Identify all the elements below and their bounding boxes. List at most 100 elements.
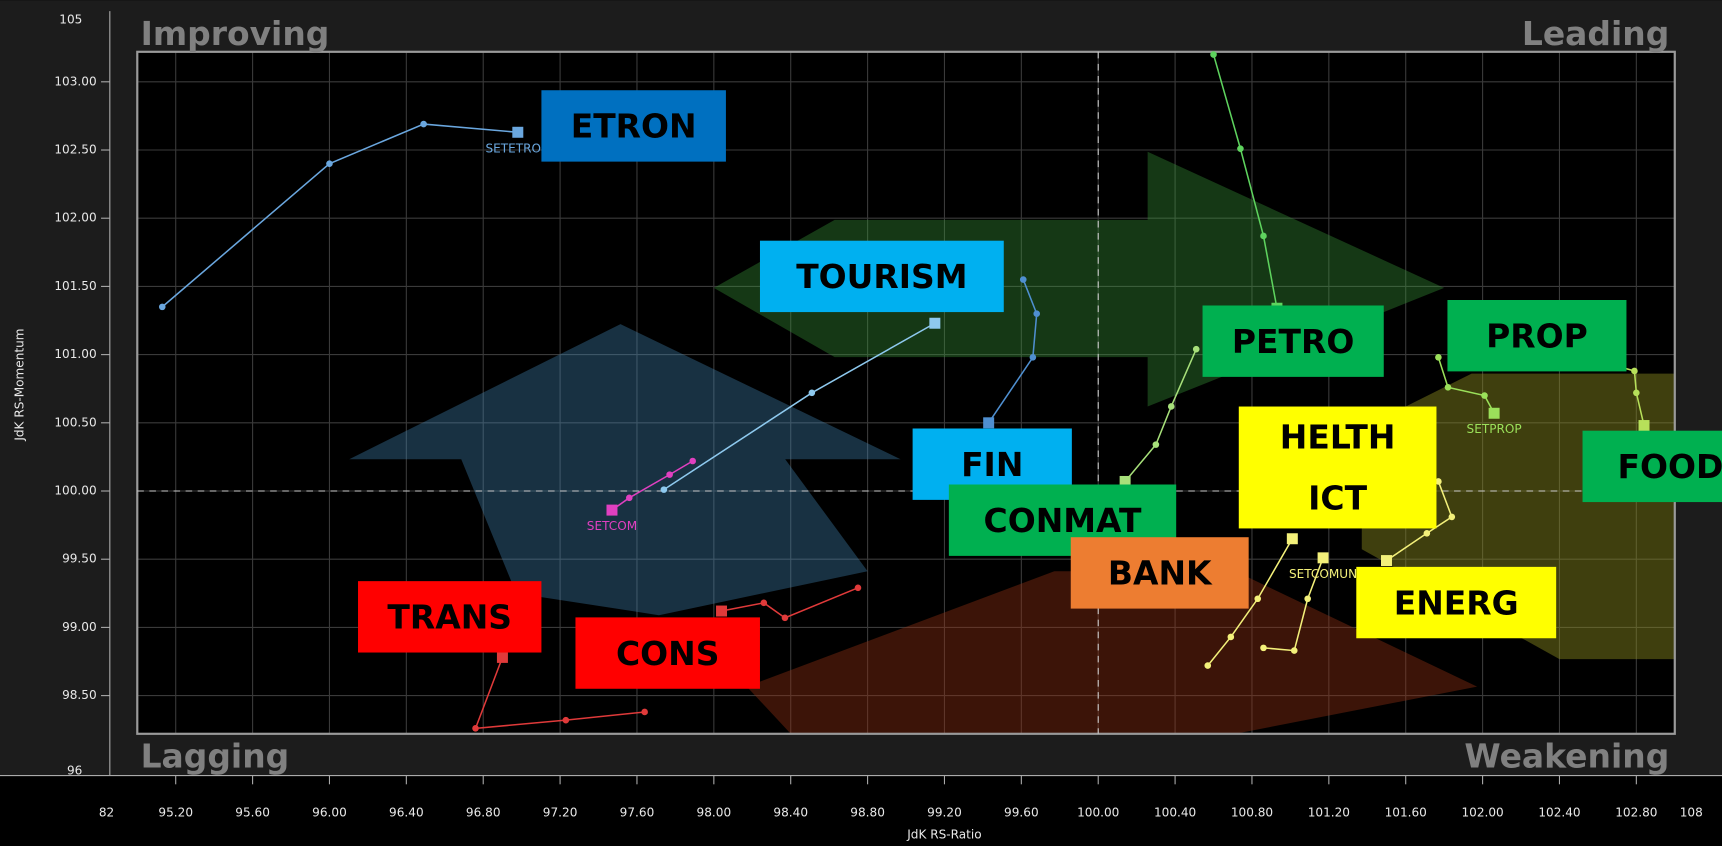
y-tick-label: 100.50	[54, 415, 96, 429]
tail-marker	[1193, 346, 1200, 353]
y-tick-label: 102.00	[54, 211, 96, 225]
x-tick-label: 100.40	[1154, 805, 1196, 819]
quadrant-label: Weakening	[1464, 736, 1669, 775]
y-tick-label: 100.00	[54, 484, 96, 498]
y-axis-title: JdK RS-Momentum	[12, 328, 26, 441]
quadrant-label: Leading	[1522, 14, 1669, 53]
x-tick-label: 102.00	[1461, 805, 1503, 819]
head-marker	[929, 318, 940, 329]
x-tick-label: 95.20	[158, 805, 193, 819]
series-label: SETCOM	[587, 519, 637, 533]
x-tick-label: 102.40	[1538, 805, 1580, 819]
head-marker	[1489, 408, 1500, 419]
x-tick-label: 101.20	[1308, 805, 1350, 819]
quadrant-label: Improving	[141, 14, 330, 53]
x-tick-label: 97.20	[543, 805, 578, 819]
callout-label: BANK	[1108, 554, 1213, 593]
callout-label: TOURISM	[796, 257, 967, 296]
tail-marker	[420, 121, 427, 128]
callout-label: ETRON	[571, 107, 697, 146]
tail-marker	[1631, 368, 1638, 375]
x-tick-label: 98.00	[697, 805, 732, 819]
tail-marker	[809, 390, 816, 397]
callout-label: FIN	[961, 445, 1023, 484]
x-axis-title: JdK RS-Ratio	[906, 827, 981, 841]
tail-marker	[1304, 595, 1311, 602]
y-tick-label: 99.50	[62, 552, 97, 566]
x-axis-end-label: 108	[1680, 805, 1703, 819]
y-tick-label: 103.00	[54, 74, 96, 88]
page: {"chart_data":{"type":"line", "y_label":…	[0, 0, 1722, 846]
y-axis-end-label: 96	[67, 764, 82, 778]
series-label: SETCOMUN	[1289, 567, 1357, 581]
tail-marker	[1424, 530, 1431, 537]
tail-marker	[1633, 390, 1640, 397]
quadrant-label: Lagging	[141, 736, 290, 775]
tail-marker	[1254, 595, 1261, 602]
x-axis-end-label: 82	[99, 805, 114, 819]
y-axis-end-label: 105	[59, 12, 82, 26]
x-tick-label: 97.60	[620, 805, 655, 819]
tail-marker	[661, 486, 668, 493]
tail-marker	[563, 717, 570, 724]
x-tick-label: 101.60	[1385, 805, 1427, 819]
head-marker	[1287, 533, 1298, 544]
y-tick-label: 99.00	[62, 620, 97, 634]
callout-label: HELTH	[1280, 418, 1396, 457]
y-tick-label: 101.00	[54, 347, 96, 361]
tail-marker	[761, 600, 768, 607]
series-label: SETETRON	[485, 141, 550, 155]
tail-marker	[1449, 514, 1456, 521]
tail-marker	[1210, 51, 1217, 58]
x-tick-label: 98.80	[850, 805, 885, 819]
x-tick-label: 100.00	[1077, 805, 1119, 819]
tail-marker	[1291, 647, 1298, 654]
tail-marker	[666, 471, 673, 478]
head-marker	[716, 606, 727, 617]
head-marker	[983, 417, 994, 428]
tail-marker	[1153, 441, 1160, 448]
head-marker	[606, 505, 617, 516]
tail-marker	[1168, 403, 1175, 410]
x-tick-label: 96.00	[312, 805, 347, 819]
x-tick-label: 96.80	[466, 805, 501, 819]
tail-marker	[159, 304, 166, 311]
head-marker	[497, 652, 508, 663]
tail-marker	[1260, 645, 1267, 652]
x-tick-label: 96.40	[389, 805, 424, 819]
head-marker	[1318, 552, 1329, 563]
x-tick-label: 100.80	[1231, 805, 1273, 819]
callout-label: ICT	[1308, 479, 1367, 518]
head-marker	[1381, 555, 1392, 566]
tail-marker	[782, 615, 789, 622]
tail-marker	[855, 585, 862, 592]
callout-label: FOOD	[1617, 447, 1722, 486]
callout-label: CONS	[616, 634, 719, 673]
tail-marker	[1030, 354, 1037, 361]
tail-marker	[1260, 233, 1267, 240]
callout-label: ENERG	[1394, 583, 1519, 622]
tail-marker	[1481, 392, 1488, 399]
callout-label: PETRO	[1232, 322, 1354, 361]
tail-marker	[1204, 662, 1211, 669]
tail-marker	[689, 458, 696, 465]
callout-label: TRANS	[387, 598, 512, 637]
tail-marker	[1228, 634, 1235, 641]
tail-marker	[1435, 354, 1442, 361]
callout-label: PROP	[1486, 316, 1588, 355]
head-marker	[512, 127, 523, 138]
series-label: SETPROP	[1467, 422, 1522, 436]
tail-marker	[626, 495, 633, 502]
tail-marker	[641, 709, 648, 716]
x-tick-label: 95.60	[235, 805, 270, 819]
x-tick-label: 98.40	[773, 805, 808, 819]
tail-marker	[1237, 145, 1244, 152]
head-marker	[1639, 420, 1650, 431]
tail-marker	[326, 160, 333, 167]
x-tick-label: 99.60	[1004, 805, 1039, 819]
tail-marker	[1445, 384, 1452, 391]
y-tick-label: 101.50	[54, 279, 96, 293]
x-tick-label: 99.20	[927, 805, 962, 819]
tail-marker	[1020, 276, 1027, 283]
y-tick-label: 102.50	[54, 143, 96, 157]
